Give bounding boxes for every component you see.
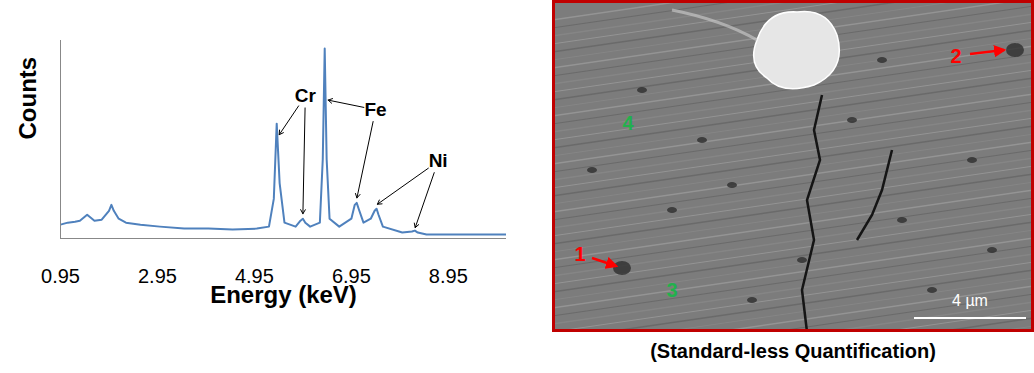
svg-text:0.95: 0.95 <box>41 265 80 287</box>
svg-text:2.95: 2.95 <box>138 265 177 287</box>
svg-text:Cr: Cr <box>295 85 317 106</box>
svg-text:4.95: 4.95 <box>234 264 274 287</box>
svg-text:4: 4 <box>622 112 634 134</box>
svg-text:6.95: 6.95 <box>331 264 371 287</box>
html-text:(Standard-less Quantification): (Standard-less Quantification) <box>650 340 936 362</box>
svg-text:Counts: Counts <box>14 57 41 140</box>
svg-text:Fe: Fe <box>365 99 387 120</box>
svg-text:8.95: 8.95 <box>429 265 468 287</box>
svg-text:Ni: Ni <box>429 150 448 171</box>
svg-text:4 µm: 4 µm <box>952 292 988 309</box>
svg-text:1: 1 <box>574 243 585 265</box>
svg-text:2: 2 <box>950 45 961 67</box>
svg-text:3: 3 <box>666 279 677 301</box>
svg-text:Energy (keV): Energy (keV) <box>210 281 357 308</box>
